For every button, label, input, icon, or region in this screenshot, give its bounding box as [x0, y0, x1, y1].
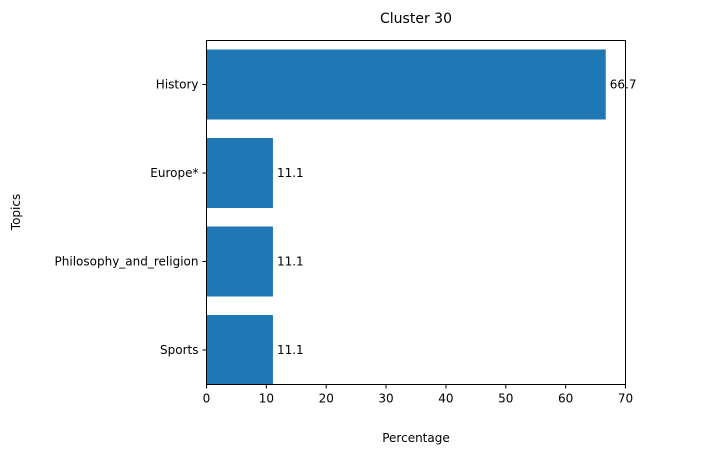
- bar-2: [206, 226, 273, 297]
- x-tick-label-7: 70: [618, 392, 633, 406]
- x-axis-ticks: 0 10 20 30 40 50 60 70: [203, 384, 633, 406]
- bar-1: [206, 138, 273, 208]
- y-tick-label-0: History: [156, 78, 199, 92]
- x-tick-label-0: 0: [203, 392, 211, 406]
- x-tick-label-2: 20: [319, 392, 334, 406]
- data-label-1: 11.1: [277, 166, 304, 180]
- chart-title: Cluster 30: [380, 11, 452, 27]
- y-tick-label-2: Philosophy_and_religion: [55, 255, 199, 269]
- y-axis-ticks: History Europe* Philosophy_and_religion Spo…: [55, 78, 207, 357]
- bars-group: [206, 49, 606, 385]
- x-tick-label-3: 30: [378, 392, 393, 406]
- data-labels-group: 66.7 11.1 11.1 11.1: [277, 78, 637, 358]
- x-tick-label-6: 60: [558, 392, 573, 406]
- x-tick-label-1: 10: [259, 392, 274, 406]
- y-tick-label-1: Europe*: [150, 166, 198, 180]
- data-label-3: 11.1: [277, 343, 304, 357]
- y-axis-title: Topics: [9, 194, 23, 231]
- x-tick-label-4: 40: [438, 392, 453, 406]
- x-axis-title: Percentage: [382, 431, 450, 445]
- x-tick-label-5: 50: [498, 392, 513, 406]
- plot-frame: [206, 40, 626, 385]
- data-label-2: 11.1: [277, 255, 304, 269]
- data-label-0: 66.7: [610, 78, 637, 92]
- y-tick-label-3: Sports: [160, 343, 198, 357]
- bar-0: [206, 49, 606, 120]
- bar-3: [206, 315, 273, 385]
